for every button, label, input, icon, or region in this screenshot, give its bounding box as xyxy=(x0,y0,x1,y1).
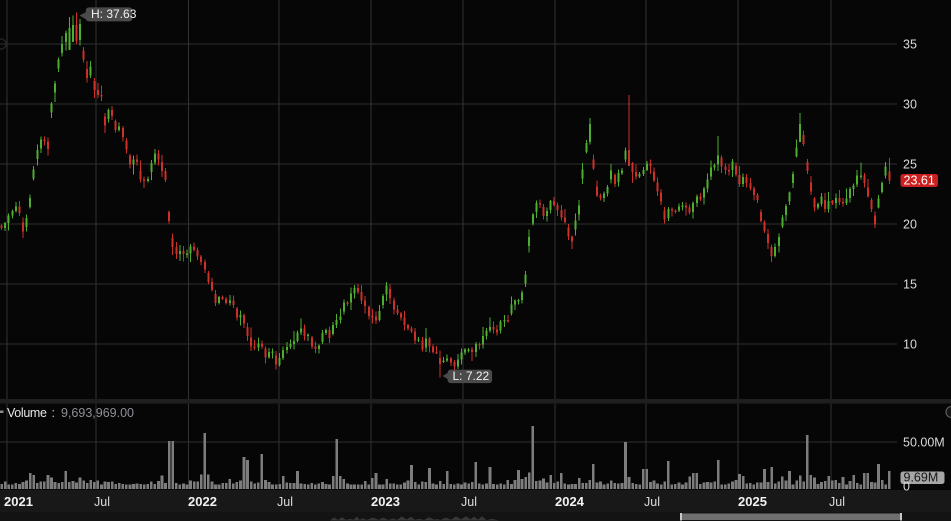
svg-text:25: 25 xyxy=(903,158,917,172)
svg-text:Jul: Jul xyxy=(94,495,110,509)
svg-text:Jul: Jul xyxy=(277,495,293,509)
svg-text:9,693,969.00: 9,693,969.00 xyxy=(61,406,134,420)
svg-text:23.61: 23.61 xyxy=(904,174,935,188)
svg-text:35: 35 xyxy=(903,38,917,52)
svg-text:Jul: Jul xyxy=(644,495,660,509)
svg-text:2025: 2025 xyxy=(738,494,767,509)
svg-text:10: 10 xyxy=(903,338,917,352)
svg-text:2024: 2024 xyxy=(555,494,585,509)
svg-text:30: 30 xyxy=(903,98,917,112)
svg-text:20: 20 xyxy=(903,218,917,232)
svg-text:15: 15 xyxy=(903,278,917,292)
svg-text:2023: 2023 xyxy=(371,494,400,509)
svg-text:2021: 2021 xyxy=(4,494,33,509)
svg-text:Volume: Volume xyxy=(7,406,47,420)
svg-text:50.00M: 50.00M xyxy=(903,436,945,450)
svg-text:2022: 2022 xyxy=(188,494,217,509)
svg-text:9.69M: 9.69M xyxy=(904,471,939,485)
svg-text:Jul: Jul xyxy=(829,495,845,509)
svg-text:L: 7.22: L: 7.22 xyxy=(453,369,490,383)
svg-text:H: 37.63: H: 37.63 xyxy=(91,7,137,21)
svg-text::: : xyxy=(52,406,55,420)
svg-text:Jul: Jul xyxy=(461,495,477,509)
svg-text:0: 0 xyxy=(903,480,910,494)
